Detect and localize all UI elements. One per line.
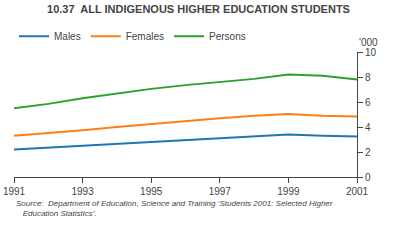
svg-text:0: 0 xyxy=(365,172,371,183)
svg-text:1993: 1993 xyxy=(71,186,94,197)
svg-text:2: 2 xyxy=(365,147,371,158)
svg-text:1999: 1999 xyxy=(277,186,300,197)
svg-text:1997: 1997 xyxy=(209,186,232,197)
svg-text:1995: 1995 xyxy=(140,186,163,197)
svg-text:10: 10 xyxy=(365,47,377,58)
svg-text:Persons: Persons xyxy=(209,31,246,42)
svg-text:Source: Department of Educati: Source: Department of Education, Science… xyxy=(16,199,333,218)
svg-text:10.37 ALL INDIGENOUS HIGHER E: 10.37 ALL INDIGENOUS HIGHER EDUCATION ST… xyxy=(47,3,350,15)
svg-text:'000: '000 xyxy=(359,37,378,48)
svg-text:2001: 2001 xyxy=(346,186,369,197)
svg-text:Males: Males xyxy=(54,31,81,42)
svg-text:6: 6 xyxy=(365,97,371,108)
svg-text:1991: 1991 xyxy=(3,186,26,197)
svg-text:Females: Females xyxy=(126,31,164,42)
svg-text:4: 4 xyxy=(365,122,371,133)
svg-text:8: 8 xyxy=(365,72,371,83)
